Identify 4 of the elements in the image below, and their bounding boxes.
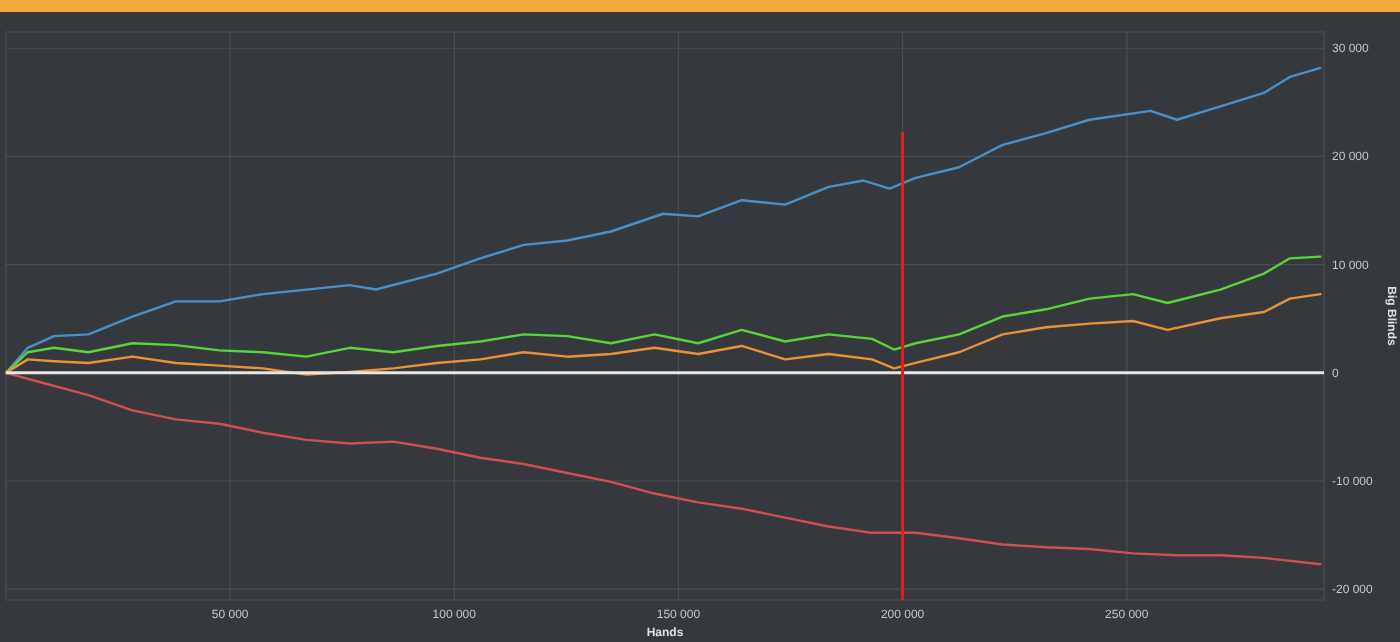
line-series xyxy=(4,255,1322,374)
line-series xyxy=(4,292,1322,376)
line-series xyxy=(4,371,1322,566)
line-series xyxy=(4,66,1322,374)
